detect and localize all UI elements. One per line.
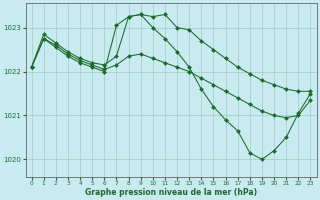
X-axis label: Graphe pression niveau de la mer (hPa): Graphe pression niveau de la mer (hPa) [85,188,257,197]
